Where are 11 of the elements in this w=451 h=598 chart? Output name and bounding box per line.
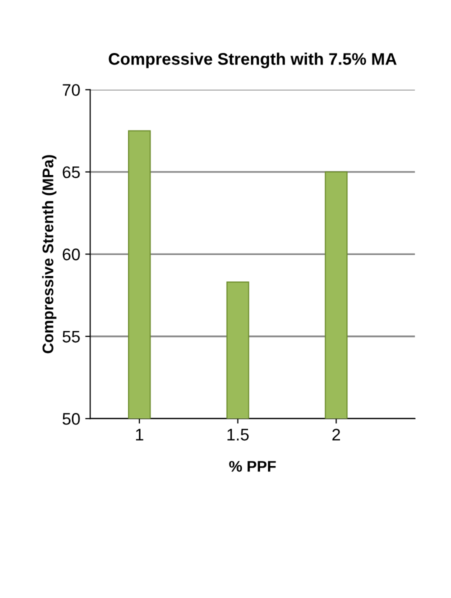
y-tick-label: 60 bbox=[62, 248, 80, 260]
y-tick-label: 50 bbox=[62, 413, 80, 425]
y-tick-label: 70 bbox=[62, 84, 80, 96]
x-tick-label: 1.5 bbox=[227, 428, 249, 441]
chart-title: Compressive Strength with 7.5% MA bbox=[108, 52, 397, 68]
y-axis-title: Compressive Strenth (MPa) bbox=[42, 155, 56, 354]
x-tick-label: 2 bbox=[332, 428, 340, 440]
x-axis-title: % PPF bbox=[229, 460, 276, 472]
x-tick-label: 1 bbox=[136, 428, 144, 440]
y-tick-label: 65 bbox=[62, 166, 80, 178]
y-tick-label: 55 bbox=[62, 330, 80, 343]
